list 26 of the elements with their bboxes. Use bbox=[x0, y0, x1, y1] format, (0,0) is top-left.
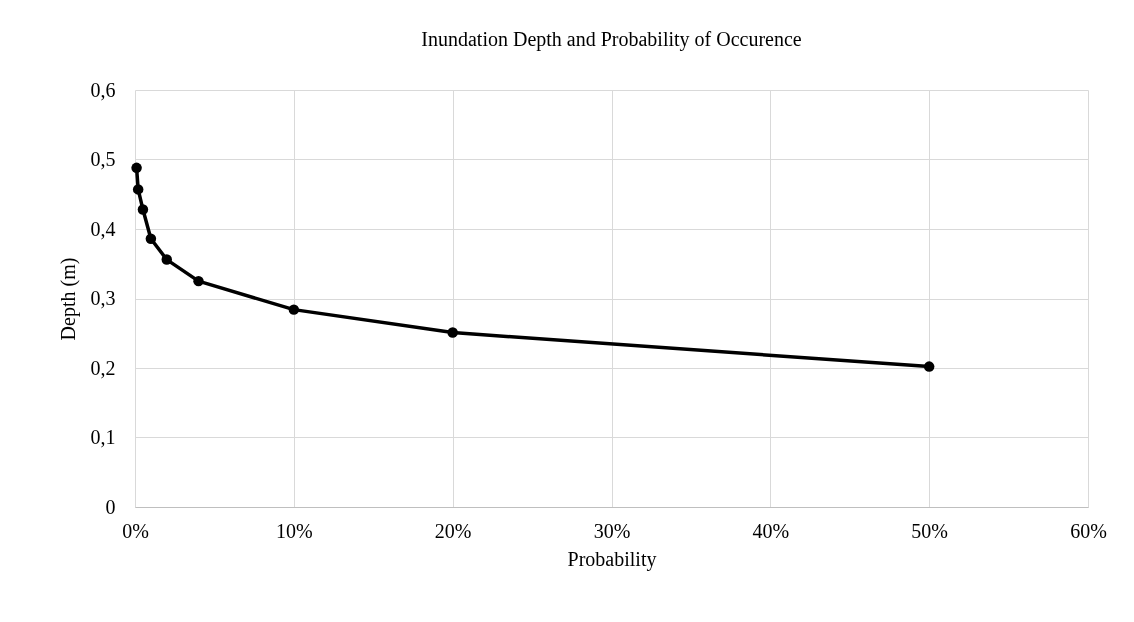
point bbox=[288, 304, 300, 315]
point bbox=[193, 275, 204, 287]
y-tick-label: 0,1 bbox=[90, 426, 116, 448]
point bbox=[137, 204, 149, 215]
x-tick-label: 10% bbox=[276, 519, 313, 542]
point bbox=[923, 361, 935, 372]
x-tick-label: 20% bbox=[434, 519, 472, 542]
chart-title: Inundation Depth and Probability of Occurence bbox=[421, 28, 802, 51]
y-axis-title: Depth (m) bbox=[56, 257, 80, 341]
x-tick-label: 40% bbox=[752, 519, 790, 542]
x-tick-label: 30% bbox=[593, 519, 631, 542]
point bbox=[131, 162, 142, 174]
point bbox=[447, 327, 458, 338]
y-tick-label: 0,5 bbox=[90, 148, 116, 170]
y-tick-label: 0 bbox=[105, 495, 116, 518]
x-tick-label: 0% bbox=[122, 519, 149, 542]
y-tick-label: 0,3 bbox=[90, 287, 116, 309]
point bbox=[145, 233, 157, 244]
point bbox=[132, 184, 144, 195]
point bbox=[161, 254, 173, 265]
y-tick-label: 0,2 bbox=[90, 356, 116, 379]
x-tick-label: 60% bbox=[1070, 519, 1107, 542]
x-axis-title: Probability bbox=[567, 547, 657, 571]
x-tick-label: 50% bbox=[911, 519, 948, 542]
y-tick-label: 0,4 bbox=[90, 217, 116, 240]
y-tick-label: 0,6 bbox=[90, 78, 116, 101]
